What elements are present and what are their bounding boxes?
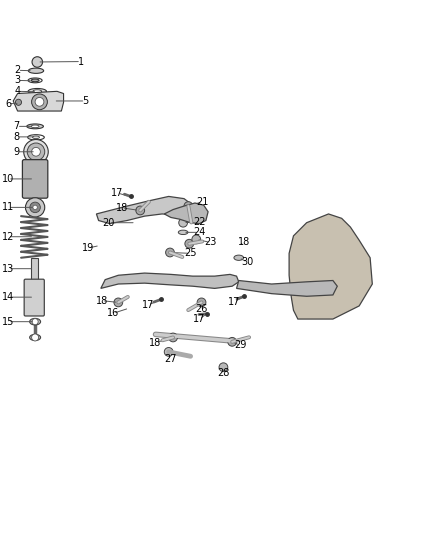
Ellipse shape (33, 90, 42, 93)
Text: 27: 27 (165, 354, 177, 365)
Circle shape (32, 56, 42, 67)
Text: 3: 3 (14, 75, 21, 85)
Text: 23: 23 (204, 237, 216, 247)
Ellipse shape (28, 88, 46, 94)
Text: 17: 17 (228, 296, 240, 306)
Text: 22: 22 (193, 217, 205, 227)
Circle shape (169, 333, 177, 342)
Text: 26: 26 (195, 304, 208, 314)
Text: 17: 17 (142, 300, 154, 310)
Circle shape (25, 198, 45, 217)
Ellipse shape (234, 255, 244, 260)
Circle shape (32, 334, 39, 341)
Text: 18: 18 (149, 338, 162, 348)
Text: 5: 5 (82, 96, 88, 106)
Text: 28: 28 (217, 368, 230, 378)
Circle shape (27, 143, 45, 160)
Circle shape (228, 337, 237, 346)
Circle shape (32, 148, 40, 156)
Text: 7: 7 (14, 122, 20, 131)
Text: 6: 6 (5, 99, 11, 109)
Text: 9: 9 (14, 147, 20, 157)
Ellipse shape (28, 68, 44, 74)
Text: 30: 30 (241, 257, 254, 267)
Circle shape (136, 206, 145, 215)
Ellipse shape (32, 136, 39, 139)
Text: 13: 13 (2, 264, 14, 273)
Ellipse shape (28, 135, 44, 140)
Text: 24: 24 (193, 228, 205, 237)
Circle shape (197, 298, 206, 307)
Circle shape (33, 205, 37, 209)
Text: 10: 10 (2, 174, 14, 184)
Polygon shape (96, 197, 193, 223)
Text: 18: 18 (95, 296, 108, 305)
Text: 29: 29 (234, 341, 246, 350)
Circle shape (192, 235, 201, 244)
Text: 18: 18 (116, 203, 128, 213)
Ellipse shape (27, 124, 43, 129)
Text: 16: 16 (107, 309, 119, 318)
Ellipse shape (28, 78, 42, 83)
Bar (31, 258, 38, 280)
Circle shape (32, 319, 38, 325)
Text: 18: 18 (238, 237, 251, 247)
Circle shape (35, 98, 44, 106)
Circle shape (184, 201, 193, 211)
Polygon shape (164, 203, 208, 223)
Circle shape (185, 239, 194, 248)
Text: 14: 14 (2, 292, 14, 302)
Ellipse shape (31, 79, 39, 82)
Text: 4: 4 (14, 86, 21, 96)
Circle shape (179, 219, 187, 227)
Text: 17: 17 (193, 314, 205, 324)
Text: 17: 17 (111, 188, 124, 198)
Circle shape (164, 348, 173, 356)
Circle shape (50, 98, 57, 104)
FancyBboxPatch shape (24, 279, 44, 316)
Text: 12: 12 (2, 232, 14, 242)
Text: 11: 11 (2, 203, 14, 212)
Circle shape (30, 202, 40, 213)
Text: 2: 2 (14, 66, 21, 75)
Circle shape (32, 94, 47, 110)
FancyBboxPatch shape (22, 160, 48, 198)
Ellipse shape (30, 318, 41, 325)
Text: 20: 20 (102, 217, 115, 228)
Ellipse shape (30, 334, 41, 341)
Text: 19: 19 (81, 243, 94, 253)
Circle shape (166, 248, 174, 257)
Text: 21: 21 (196, 197, 208, 207)
Polygon shape (13, 91, 64, 111)
Text: 8: 8 (14, 132, 20, 142)
Text: 1: 1 (78, 56, 84, 67)
Ellipse shape (178, 230, 188, 235)
Text: 15: 15 (2, 317, 14, 327)
Text: 25: 25 (184, 248, 197, 259)
Ellipse shape (31, 125, 39, 128)
Polygon shape (101, 273, 239, 288)
Circle shape (24, 140, 48, 164)
Polygon shape (289, 214, 372, 319)
Circle shape (15, 99, 21, 106)
Circle shape (114, 298, 123, 307)
Polygon shape (237, 280, 337, 296)
Circle shape (219, 363, 228, 372)
